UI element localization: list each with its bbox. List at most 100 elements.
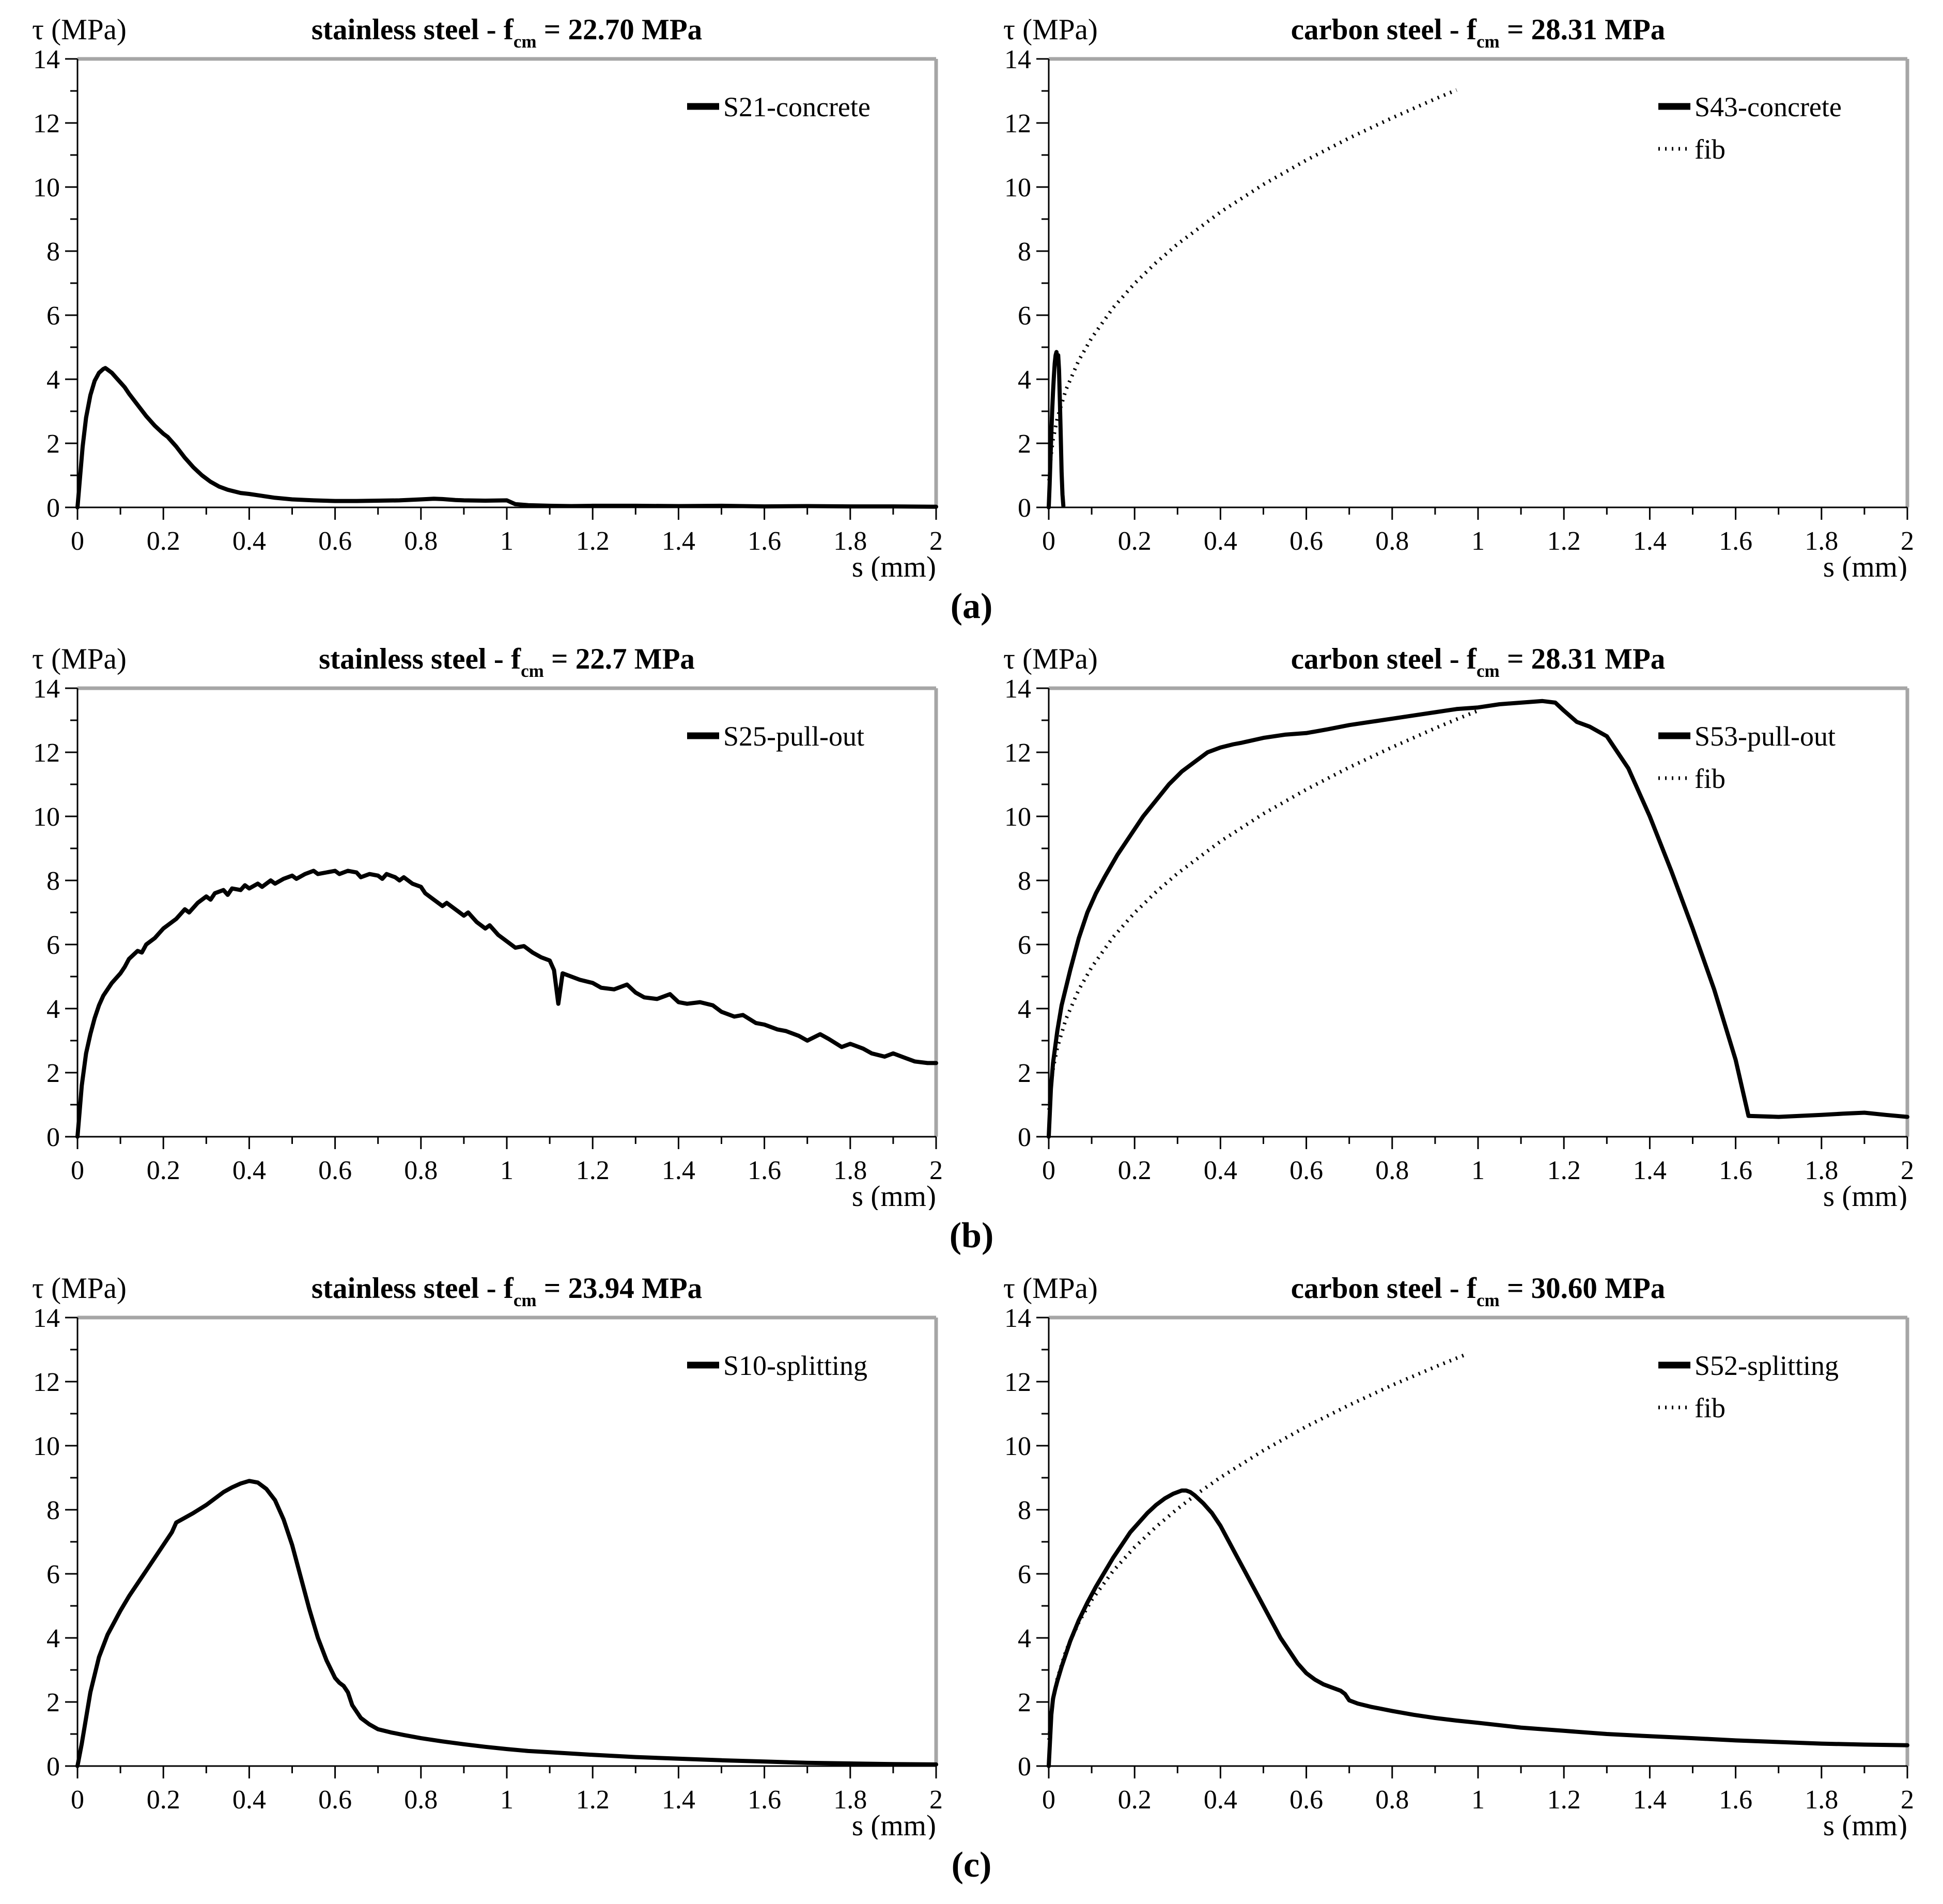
x-tick-label: 0.8 (404, 1785, 438, 1815)
y-tick-label: 12 (33, 738, 60, 768)
x-tick-label: 2 (929, 527, 943, 556)
y-tick-label: 4 (46, 365, 60, 395)
y-tick-label: 2 (46, 1688, 60, 1717)
legend-label: S52-splitting (1695, 1350, 1839, 1381)
legend-label: S43-concrete (1695, 91, 1842, 122)
x-tick-label: 1 (1471, 1785, 1485, 1815)
x-tick-label: 2 (1901, 1785, 1914, 1815)
y-tick-label: 4 (1018, 1624, 1031, 1653)
x-axis-caption: s (mm) (1823, 1180, 1907, 1210)
y-tick-label: 8 (1018, 1496, 1031, 1525)
x-tick-label: 0 (1042, 1156, 1055, 1185)
x-tick-label: 0.6 (1289, 1156, 1323, 1185)
x-tick-label: 0.6 (318, 527, 352, 556)
y-tick-label: 0 (1018, 493, 1031, 523)
x-tick-label: 1.2 (1547, 1785, 1581, 1815)
x-tick-label: 0.8 (1375, 1785, 1409, 1815)
x-tick-label: 1.8 (1805, 1785, 1838, 1815)
x-axis-caption: s (mm) (852, 1809, 936, 1839)
x-tick-label: 2 (1901, 527, 1914, 556)
y-tick-label: 6 (46, 301, 60, 331)
row-a: 0 2 4 6 8 10 12 14 0 0.2 0.4 0.6 0.8 1 1.2 1.4 1.6 1.8 2 τ … (0, 7, 1943, 581)
y-tick-label: 10 (1004, 1432, 1031, 1461)
x-tick-label: 1.4 (662, 1156, 695, 1185)
y-tick-label: 12 (33, 109, 60, 138)
y-tick-label: 0 (1018, 1123, 1031, 1152)
y-tick-label: 2 (46, 1059, 60, 1088)
x-axis-caption: s (mm) (852, 1180, 936, 1210)
x-tick-label: 1.4 (1633, 1156, 1667, 1185)
x-tick-label: 1.4 (1633, 1785, 1667, 1815)
y-tick-label: 6 (1018, 301, 1031, 331)
y-axis-caption: τ (MPa) (1003, 1272, 1098, 1305)
y-axis-caption: τ (MPa) (1003, 13, 1098, 46)
series-s21-concrete (75, 366, 938, 509)
x-tick-label: 0 (1042, 527, 1055, 556)
y-tick-label: 4 (46, 995, 60, 1024)
x-tick-label: 0.4 (1204, 527, 1237, 556)
y-tick-label: 10 (1004, 802, 1031, 832)
y-tick-label: 14 (33, 1304, 60, 1333)
x-tick-label: 1.4 (662, 1785, 695, 1815)
legend-label: fib (1695, 1392, 1726, 1423)
y-tick-label: 14 (1004, 674, 1031, 704)
y-tick-label: 4 (1018, 995, 1031, 1024)
x-tick-label: 1.2 (576, 1785, 610, 1815)
x-tick-label: 0 (71, 1785, 84, 1815)
row-label-a-text: (a) (950, 586, 993, 626)
x-tick-label: 1.8 (1805, 527, 1838, 556)
x-tick-label: 1 (1471, 1156, 1485, 1185)
x-axis-caption: s (mm) (852, 551, 936, 581)
x-tick-label: 1.6 (748, 527, 781, 556)
y-tick-label: 4 (46, 1624, 60, 1653)
x-tick-label: 1.8 (833, 1156, 867, 1185)
y-tick-label: 12 (1004, 738, 1031, 768)
y-tick-label: 6 (46, 1560, 60, 1589)
x-tick-label: 1 (1471, 527, 1485, 556)
x-tick-label: 0 (1042, 1785, 1055, 1815)
chart-title: stainless steel - fcm = 22.70 MPa (312, 13, 702, 52)
y-tick-label: 10 (33, 173, 60, 203)
x-tick-label: 0.4 (1204, 1156, 1237, 1185)
chart-s25-pull-out: 0 2 4 6 8 10 12 14 0 0.2 0.4 0.6 0.8 1 1.2 1.4 1.6 1.8 2 τ … (32, 643, 943, 1210)
y-tick-label: 12 (1004, 109, 1031, 138)
series-s43-concrete (1047, 350, 1066, 509)
series-s53-pull-out (1047, 699, 1909, 1139)
x-tick-label: 0.8 (404, 527, 438, 556)
x-tick-label: 0.6 (318, 1785, 352, 1815)
series-fib (1047, 709, 1479, 1110)
x-tick-label: 2 (929, 1156, 943, 1185)
x-tick-label: 0.8 (404, 1156, 438, 1185)
x-axis-caption: s (mm) (1823, 551, 1907, 581)
chart-s53-pull-out: 0 2 4 6 8 10 12 14 0 0.2 0.4 0.6 0.8 1 1.2 1.4 1.6 1.8 2 τ … (1003, 643, 1914, 1210)
x-tick-label: 1 (500, 1156, 514, 1185)
x-tick-label: 0.4 (232, 1156, 266, 1185)
row-label-c: (c) (0, 1839, 1943, 1895)
x-tick-label: 0.2 (1118, 1156, 1152, 1185)
x-tick-label: 1.6 (1719, 527, 1752, 556)
y-tick-label: 12 (33, 1368, 60, 1397)
x-tick-label: 1.4 (1633, 527, 1667, 556)
y-tick-label: 4 (1018, 365, 1031, 395)
x-tick-label: 0.4 (1204, 1785, 1237, 1815)
y-tick-label: 12 (1004, 1368, 1031, 1397)
legend-label: S25-pull-out (723, 721, 864, 752)
x-tick-label: 1 (500, 527, 514, 556)
y-tick-label: 14 (33, 674, 60, 704)
x-tick-label: 0.2 (1118, 527, 1152, 556)
chart-title: stainless steel - fcm = 23.94 MPa (312, 1272, 702, 1310)
chart-s10-splitting: 0 2 4 6 8 10 12 14 0 0.2 0.4 0.6 0.8 1 1.2 1.4 1.6 1.8 2 τ … (32, 1272, 943, 1839)
y-tick-label: 2 (46, 429, 60, 459)
legend-label: fib (1695, 763, 1726, 794)
chart-title: carbon steel - fcm = 28.31 MPa (1291, 643, 1666, 681)
row-c: 0 2 4 6 8 10 12 14 0 0.2 0.4 0.6 0.8 1 1.2 1.4 1.6 1.8 2 τ … (0, 1266, 1943, 1839)
x-tick-label: 1.8 (1805, 1156, 1838, 1185)
x-tick-label: 1.2 (576, 1156, 610, 1185)
y-tick-label: 6 (1018, 931, 1031, 960)
x-tick-label: 1.8 (833, 1785, 867, 1815)
x-tick-label: 0.6 (1289, 527, 1323, 556)
x-tick-label: 0.6 (318, 1156, 352, 1185)
series-s52-splitting (1047, 1488, 1909, 1768)
x-tick-label: 1.6 (1719, 1785, 1752, 1815)
